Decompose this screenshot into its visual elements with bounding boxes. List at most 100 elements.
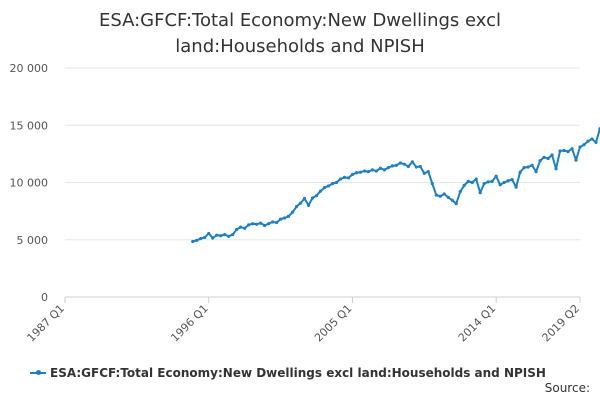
data-point[interactable]: [394, 163, 398, 167]
data-point[interactable]: [558, 149, 562, 153]
data-point[interactable]: [534, 170, 538, 174]
data-point[interactable]: [442, 192, 446, 196]
data-point[interactable]: [370, 168, 374, 172]
data-point[interactable]: [282, 216, 287, 220]
data-point[interactable]: [594, 140, 598, 145]
data-point[interactable]: [199, 237, 203, 241]
data-point[interactable]: [426, 170, 430, 174]
data-point[interactable]: [235, 227, 239, 232]
data-point[interactable]: [231, 233, 235, 237]
data-point[interactable]: [298, 201, 303, 205]
data-point[interactable]: [450, 198, 454, 202]
data-point[interactable]: [566, 149, 570, 154]
data-point[interactable]: [466, 179, 470, 183]
data-point[interactable]: [578, 145, 582, 149]
data-point[interactable]: [462, 183, 466, 187]
data-point[interactable]: [374, 169, 378, 173]
legend[interactable]: ESA:GFCF:Total Economy:New Dwellings exc…: [30, 364, 546, 382]
data-point[interactable]: [446, 195, 450, 199]
data-point[interactable]: [554, 167, 558, 171]
data-point[interactable]: [470, 180, 474, 185]
data-point[interactable]: [350, 172, 355, 177]
data-point[interactable]: [310, 196, 315, 200]
data-point[interactable]: [478, 191, 482, 195]
data-point[interactable]: [271, 220, 275, 224]
data-point[interactable]: [302, 196, 307, 201]
data-point[interactable]: [482, 182, 486, 186]
data-point[interactable]: [318, 189, 323, 193]
data-point[interactable]: [538, 159, 542, 163]
data-point[interactable]: [255, 222, 259, 226]
data-point[interactable]: [358, 170, 363, 174]
data-point[interactable]: [306, 203, 311, 207]
data-point[interactable]: [322, 186, 327, 190]
data-point[interactable]: [502, 180, 506, 185]
data-point[interactable]: [207, 231, 211, 236]
data-point[interactable]: [474, 177, 478, 181]
data-point[interactable]: [338, 177, 343, 181]
data-point[interactable]: [267, 222, 271, 226]
data-point[interactable]: [390, 164, 394, 168]
data-point[interactable]: [239, 225, 243, 229]
data-point[interactable]: [418, 164, 422, 169]
data-point[interactable]: [562, 148, 566, 153]
data-point[interactable]: [574, 158, 578, 162]
data-point[interactable]: [438, 194, 442, 198]
data-point[interactable]: [191, 239, 195, 244]
data-point[interactable]: [314, 194, 319, 198]
data-point[interactable]: [259, 221, 263, 225]
data-point[interactable]: [386, 166, 390, 170]
data-point[interactable]: [362, 169, 367, 173]
data-point[interactable]: [219, 234, 223, 238]
legend-label[interactable]: ESA:GFCF:Total Economy:New Dwellings exc…: [50, 366, 546, 380]
data-point[interactable]: [278, 217, 283, 221]
data-point[interactable]: [458, 190, 462, 194]
data-point[interactable]: [546, 156, 550, 161]
data-point[interactable]: [326, 184, 331, 188]
data-point[interactable]: [514, 185, 518, 189]
data-point[interactable]: [290, 210, 295, 214]
data-point[interactable]: [330, 182, 335, 186]
data-point[interactable]: [274, 220, 279, 225]
data-point[interactable]: [227, 234, 231, 238]
data-point[interactable]: [530, 163, 534, 167]
data-point[interactable]: [410, 160, 414, 164]
data-point[interactable]: [195, 238, 199, 242]
data-point[interactable]: [590, 137, 594, 141]
data-point[interactable]: [422, 171, 426, 175]
data-point[interactable]: [366, 170, 371, 174]
data-point[interactable]: [342, 175, 347, 179]
data-point[interactable]: [542, 155, 546, 159]
data-point[interactable]: [346, 176, 351, 180]
data-point[interactable]: [582, 143, 586, 147]
data-point[interactable]: [510, 178, 514, 182]
data-point[interactable]: [490, 179, 494, 183]
data-point[interactable]: [518, 170, 522, 174]
data-point[interactable]: [570, 147, 574, 151]
data-point[interactable]: [294, 204, 299, 209]
data-point[interactable]: [378, 166, 382, 170]
data-point[interactable]: [223, 233, 227, 237]
data-point[interactable]: [398, 161, 402, 165]
data-point[interactable]: [203, 235, 207, 240]
data-point[interactable]: [211, 236, 215, 240]
data-point[interactable]: [334, 180, 339, 185]
data-point[interactable]: [382, 168, 386, 172]
data-point[interactable]: [486, 180, 490, 184]
data-point[interactable]: [498, 183, 502, 187]
data-point[interactable]: [263, 223, 267, 228]
data-point[interactable]: [286, 214, 291, 218]
data-point[interactable]: [354, 171, 359, 175]
data-point[interactable]: [506, 179, 510, 183]
data-point[interactable]: [434, 193, 438, 197]
data-point[interactable]: [430, 182, 434, 186]
data-point[interactable]: [522, 166, 526, 170]
data-point[interactable]: [247, 223, 251, 227]
data-point[interactable]: [454, 202, 458, 206]
data-point[interactable]: [526, 165, 530, 169]
data-point[interactable]: [414, 165, 418, 169]
data-point[interactable]: [494, 174, 498, 178]
data-point[interactable]: [402, 162, 406, 166]
data-point[interactable]: [251, 222, 255, 226]
data-point[interactable]: [243, 226, 247, 230]
